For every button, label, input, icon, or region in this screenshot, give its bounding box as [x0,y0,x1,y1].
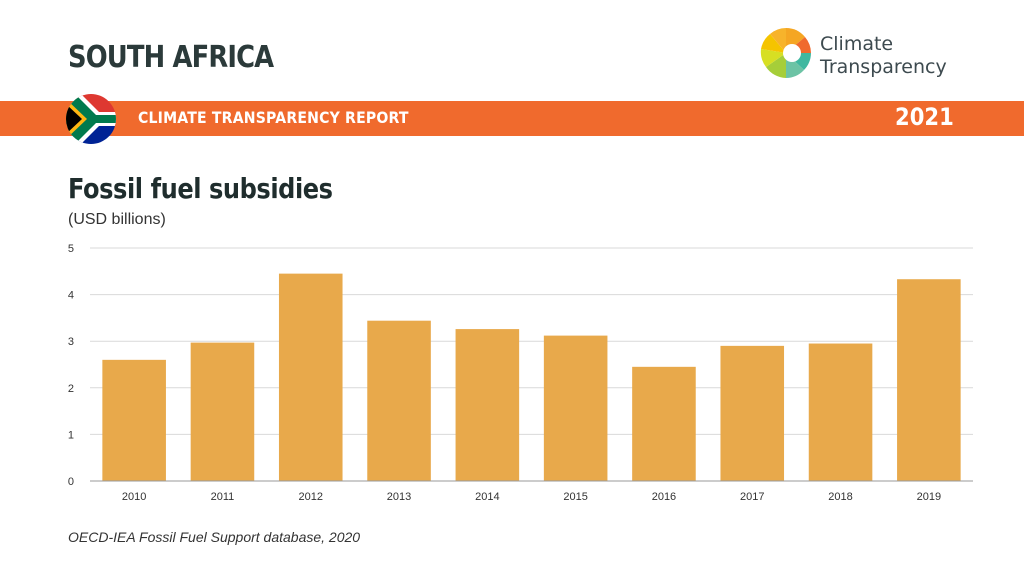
south-africa-flag-icon [66,94,116,144]
source-note: OECD-IEA Fossil Fuel Support database, 2… [68,529,361,545]
bar [367,320,431,481]
y-tick-label: 5 [68,243,74,255]
bar [190,342,255,481]
x-tick-label: 2016 [652,491,676,503]
x-tick-label: 2017 [740,491,764,503]
country-title: SOUTH AFRICA [68,40,274,75]
bar [897,279,961,481]
climate-transparency-logo: Climate Transparency [758,25,988,85]
x-tick-label: 2015 [563,491,587,503]
logo-text: Climate Transparency [820,33,947,79]
bar [278,273,343,481]
x-tick-label: 2018 [828,491,852,503]
y-tick-label: 0 [68,476,74,488]
bar [543,335,608,481]
y-tick-label: 4 [68,290,74,302]
x-tick-label: 2013 [387,491,411,503]
y-tick-label: 3 [68,336,74,348]
logo-text-line1: Climate [820,33,894,55]
chart-title: Fossil fuel subsidies [68,172,333,205]
bar-chart: 0 1 2 3 4 5 2010 2011 2012 2013 2014 2015 2016 2017 20… [68,243,973,503]
x-tick-label: 2012 [299,491,323,503]
y-tick-label: 2 [68,383,74,395]
logo-text-line2: Transparency [820,56,947,78]
x-tick-label: 2010 [122,491,146,503]
bar [720,345,785,481]
bar [102,359,166,481]
bar [632,366,696,481]
x-tick-label: 2019 [917,491,941,503]
report-label: CLIMATE TRANSPARENCY REPORT [138,108,409,127]
x-tick-label: 2011 [211,491,235,503]
report-banner [0,101,1024,136]
climate-transparency-logo-icon [760,28,811,78]
y-tick-label: 1 [68,429,74,441]
bar [455,329,520,481]
chart-unit: (USD billions) [68,211,166,228]
x-tick-label: 2014 [475,491,499,503]
bar [808,343,873,481]
report-year: 2021 [895,103,954,131]
